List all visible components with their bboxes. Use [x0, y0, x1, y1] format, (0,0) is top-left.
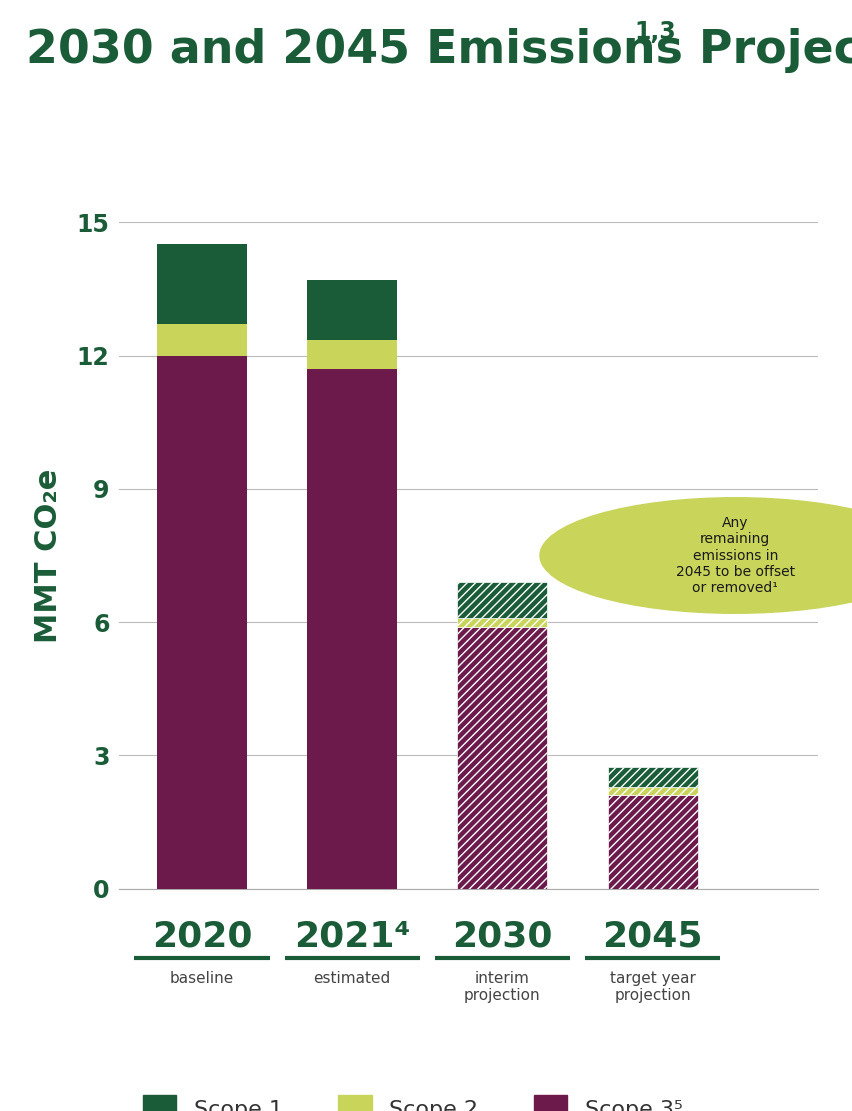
Text: 2030 and 2045 Emissions Projections: 2030 and 2045 Emissions Projections [26, 28, 852, 73]
Text: 2020: 2020 [152, 920, 252, 954]
Text: baseline: baseline [170, 971, 234, 987]
Bar [307, 340, 397, 369]
Bar [458, 618, 548, 627]
Ellipse shape [540, 498, 852, 613]
Text: Any
remaining
emissions in
2045 to be offset
or removed¹: Any remaining emissions in 2045 to be of… [676, 517, 795, 594]
Text: 1,3: 1,3 [635, 20, 676, 44]
Bar [458, 627, 548, 889]
Bar [458, 582, 548, 618]
Bar [307, 369, 397, 889]
Text: 2021⁴: 2021⁴ [294, 920, 411, 954]
Bar [607, 787, 698, 795]
Text: 2045: 2045 [602, 920, 703, 954]
Legend: Scope 1, Scope 2, Scope 3⁵: Scope 1, Scope 2, Scope 3⁵ [134, 1087, 692, 1111]
Y-axis label: MMT CO₂e: MMT CO₂e [34, 469, 63, 642]
Bar [157, 244, 247, 324]
Bar [607, 767, 698, 787]
Text: interim
projection: interim projection [464, 971, 541, 1003]
Text: estimated: estimated [314, 971, 391, 987]
Bar [157, 324, 247, 356]
Bar [157, 356, 247, 889]
Bar [607, 795, 698, 889]
Bar [307, 280, 397, 340]
Text: target year
projection: target year projection [610, 971, 695, 1003]
Text: 2030: 2030 [452, 920, 553, 954]
